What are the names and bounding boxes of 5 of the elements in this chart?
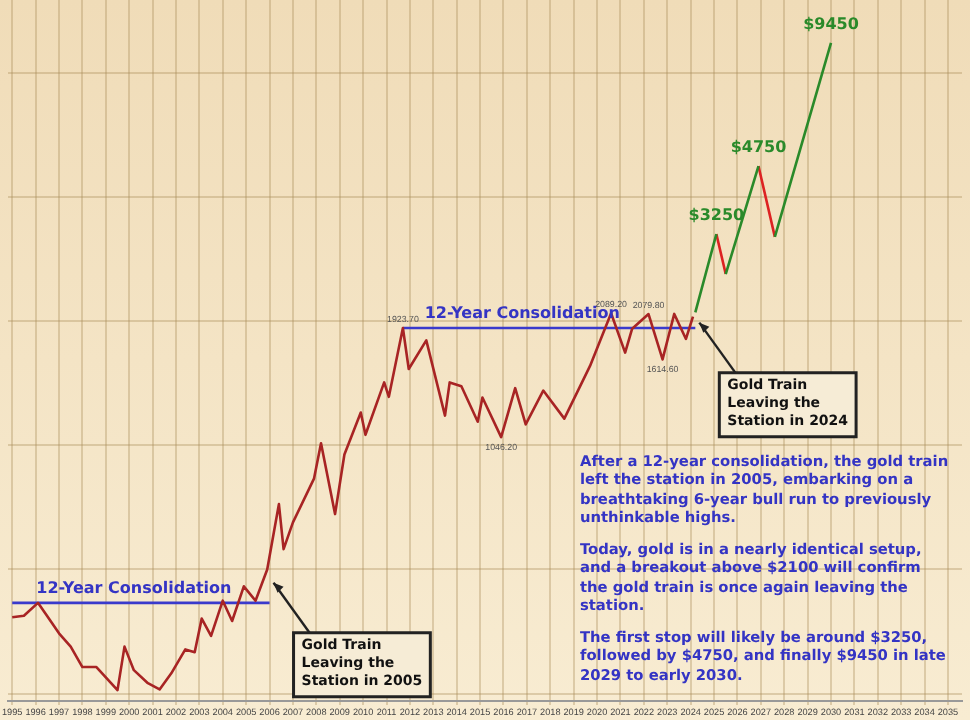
- annotation: 12-Year Consolidation: [36, 578, 233, 597]
- annotation: 12-Year Consolidation: [424, 304, 621, 323]
- data-label: $4750: [730, 138, 788, 157]
- data-label: $9450: [803, 14, 860, 33]
- data-label: $3250: [688, 206, 746, 225]
